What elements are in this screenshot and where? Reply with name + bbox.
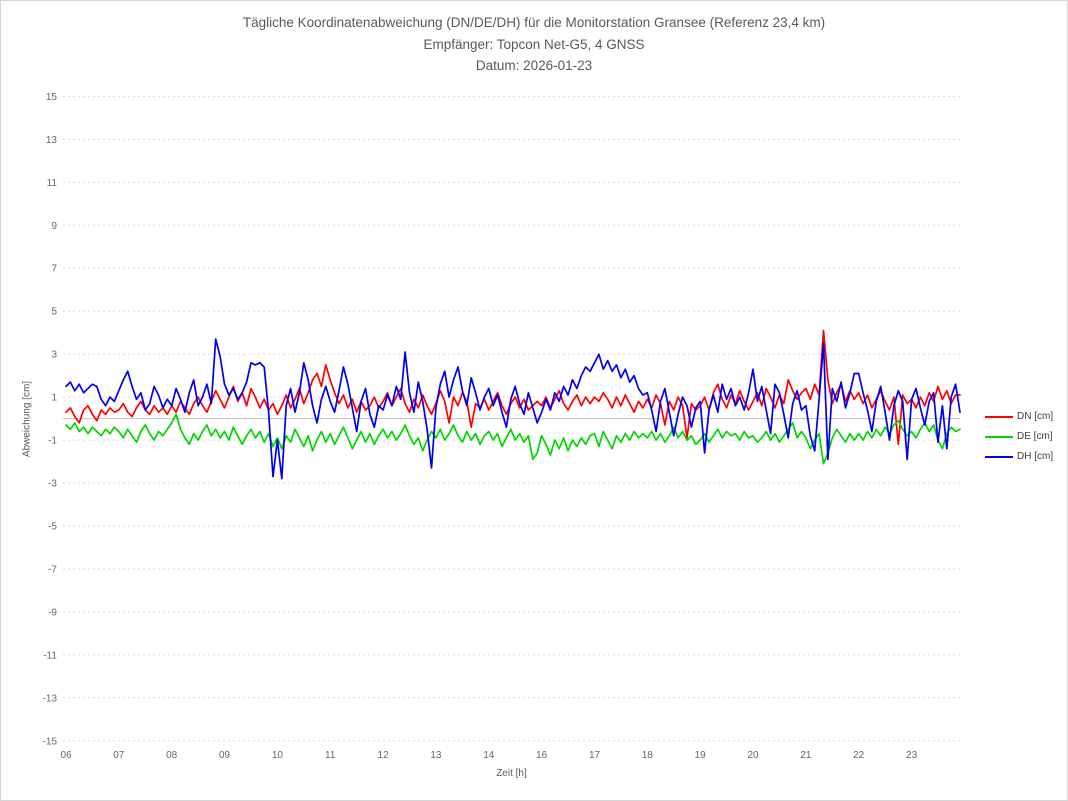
y-tick-label: 3 [51,350,57,361]
y-tick-label: 11 [47,178,58,189]
y-tick-label: -9 [48,607,57,618]
y-axis-title: Abweichung [cm] [21,380,33,458]
x-tick-label: 06 [60,750,72,761]
legend-item-de: DE [cm] [985,431,1053,442]
legend-label: DE [cm] [1017,431,1053,442]
x-tick-label: 19 [695,750,707,761]
y-tick-label: 5 [51,307,57,318]
legend: DN [cm] DE [cm] DH [cm] [985,411,1053,462]
y-tick-label: -5 [48,522,57,533]
x-tick-label: 09 [219,750,231,761]
x-tick-label: 10 [272,750,284,761]
x-tick-label: 16 [536,750,548,761]
x-tick-label: 20 [747,750,759,761]
series-line-de [65,413,961,465]
x-axis-title: Zeit [h] [496,768,527,779]
y-tick-label: 9 [51,221,57,232]
series-line-dn [65,329,961,446]
y-tick-label: -15 [43,736,58,747]
x-tick-label: 22 [853,750,865,761]
y-tick-label: -3 [48,479,57,490]
x-tick-label: 14 [483,750,495,761]
title-block: Tägliche Koordinatenabweichung (DN/DE/DH… [1,12,1067,77]
x-tick-label: 08 [166,750,178,761]
legend-item-dh: DH [cm] [985,451,1053,462]
chart-title: Tägliche Koordinatenabweichung (DN/DE/DH… [242,15,826,30]
x-tick-label: 23 [906,750,918,761]
x-tick-label: 12 [378,750,390,761]
x-tick-label: 07 [113,750,125,761]
y-tick-label: -11 [43,650,57,661]
legend-label: DH [cm] [1017,451,1054,462]
series-line-dh [65,338,961,480]
chart-date: Datum: 2026-01-23 [475,58,593,73]
legend-line-swatch [985,435,1013,438]
x-tick-label: 11 [325,750,336,761]
chart-subtitle: Empfänger: Topcon Net-G5, 4 GNSS [423,36,645,52]
legend-item-dn: DN [cm] [985,411,1053,422]
x-tick-label: 13 [430,750,442,761]
legend-line-swatch [985,455,1013,458]
x-tick-label: 21 [800,750,812,761]
y-tick-label: 13 [46,135,58,146]
y-tick-label: 7 [51,264,57,275]
y-tick-label: 15 [46,92,58,103]
legend-label: DN [cm] [1017,411,1054,422]
legend-line-swatch [985,415,1013,418]
y-tick-label: -1 [48,436,57,447]
x-tick-label: 18 [642,750,654,761]
y-tick-label: 1 [51,393,57,404]
y-tick-label: -7 [48,565,57,576]
y-tick-label: -13 [43,693,58,704]
x-tick-label: 17 [589,750,601,761]
